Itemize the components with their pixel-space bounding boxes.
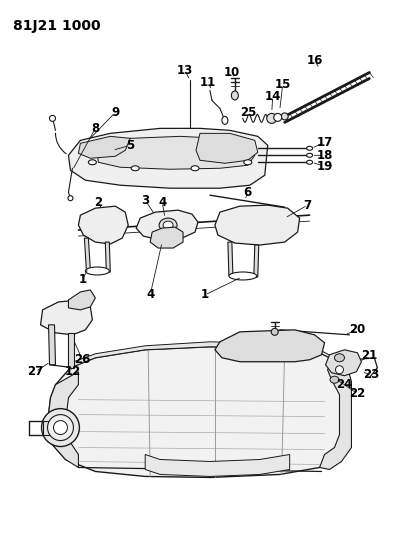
Text: 6: 6: [244, 185, 252, 199]
Text: 7: 7: [303, 199, 312, 212]
Polygon shape: [97, 136, 255, 169]
Ellipse shape: [267, 114, 277, 123]
Text: 24: 24: [336, 378, 353, 391]
Text: 12: 12: [64, 365, 81, 378]
Polygon shape: [150, 227, 183, 248]
Ellipse shape: [68, 196, 73, 200]
Text: 2: 2: [94, 196, 103, 208]
Text: 25: 25: [240, 106, 256, 119]
Ellipse shape: [229, 272, 257, 280]
Text: 21: 21: [361, 349, 378, 362]
Ellipse shape: [307, 147, 312, 150]
Polygon shape: [105, 242, 110, 272]
Ellipse shape: [281, 113, 288, 120]
Polygon shape: [68, 128, 268, 188]
Text: 13: 13: [177, 64, 193, 77]
Text: 27: 27: [28, 365, 44, 378]
Text: 26: 26: [74, 353, 91, 366]
Text: 14: 14: [264, 90, 281, 103]
Ellipse shape: [231, 91, 238, 100]
Text: 4: 4: [158, 196, 166, 208]
Polygon shape: [48, 347, 347, 478]
Text: 17: 17: [316, 136, 332, 149]
Ellipse shape: [307, 154, 312, 157]
Ellipse shape: [244, 160, 252, 165]
Ellipse shape: [159, 218, 177, 232]
Ellipse shape: [163, 221, 173, 229]
Ellipse shape: [222, 116, 228, 124]
Text: 1: 1: [201, 288, 209, 302]
Text: 8: 8: [91, 122, 99, 135]
Polygon shape: [145, 455, 290, 477]
Ellipse shape: [307, 160, 312, 164]
Polygon shape: [79, 136, 130, 158]
Ellipse shape: [50, 116, 55, 122]
Text: 20: 20: [349, 324, 365, 336]
Ellipse shape: [191, 166, 199, 171]
Ellipse shape: [48, 415, 73, 441]
Text: 4: 4: [146, 288, 154, 302]
Polygon shape: [320, 358, 351, 470]
Text: 81J21 1000: 81J21 1000: [13, 19, 100, 33]
Polygon shape: [79, 206, 128, 244]
Polygon shape: [48, 372, 79, 467]
Ellipse shape: [334, 354, 345, 362]
Polygon shape: [48, 325, 55, 365]
Ellipse shape: [88, 160, 96, 165]
Polygon shape: [254, 245, 259, 277]
Polygon shape: [68, 333, 74, 368]
Text: 1: 1: [78, 273, 86, 286]
Polygon shape: [196, 133, 258, 163]
Text: 22: 22: [349, 387, 365, 400]
Ellipse shape: [131, 166, 139, 171]
Polygon shape: [136, 210, 198, 240]
Polygon shape: [228, 242, 233, 275]
Ellipse shape: [85, 267, 109, 275]
Text: 3: 3: [141, 193, 149, 207]
Ellipse shape: [336, 366, 343, 374]
Polygon shape: [215, 205, 299, 245]
Text: 23: 23: [363, 368, 380, 381]
Polygon shape: [84, 238, 90, 270]
Ellipse shape: [274, 114, 282, 122]
Text: 18: 18: [316, 149, 333, 162]
Text: 9: 9: [111, 106, 119, 119]
Polygon shape: [42, 421, 59, 434]
Polygon shape: [68, 290, 95, 310]
Text: 19: 19: [316, 160, 333, 173]
Ellipse shape: [42, 409, 79, 447]
Ellipse shape: [53, 421, 68, 434]
Polygon shape: [40, 300, 92, 335]
Polygon shape: [325, 350, 362, 376]
Text: 10: 10: [224, 66, 240, 79]
Text: 5: 5: [126, 139, 134, 152]
Polygon shape: [68, 342, 340, 368]
Text: 15: 15: [274, 78, 291, 91]
Polygon shape: [215, 330, 325, 362]
Ellipse shape: [330, 376, 339, 383]
Ellipse shape: [271, 328, 278, 335]
Text: 16: 16: [307, 54, 323, 67]
Text: 11: 11: [200, 76, 216, 89]
